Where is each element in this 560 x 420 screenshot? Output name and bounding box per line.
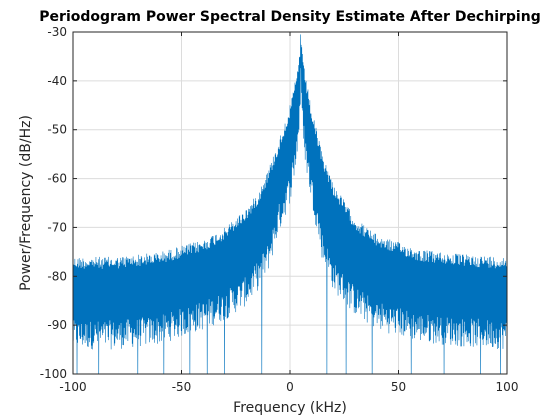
axis-ticks: -100 -50 0 50 100 -100 -90 -80 -70 -60 -50 -40 -30: [40, 25, 519, 394]
y-tick-label: -40: [47, 74, 67, 88]
y-tick-label: -90: [47, 318, 67, 332]
y-tick-label: -50: [47, 123, 67, 137]
x-tick-label: 50: [391, 380, 406, 394]
x-tick-label: -100: [59, 380, 86, 394]
y-tick-label: -60: [47, 172, 67, 186]
y-tick-label: -30: [47, 25, 67, 39]
y-tick-label: -70: [47, 220, 67, 234]
x-tick-label: 0: [286, 380, 294, 394]
chart-title: Periodogram Power Spectral Density Estim…: [39, 9, 540, 25]
x-axis-label: Frequency (kHz): [233, 400, 347, 416]
y-tick-label: -80: [47, 269, 67, 283]
x-tick-label: 100: [496, 380, 519, 394]
y-axis-label: Power/Frequency (dB/Hz): [18, 115, 34, 291]
x-tick-label: -50: [172, 380, 192, 394]
y-tick-label: -100: [40, 367, 67, 381]
psd-series: [73, 34, 507, 374]
psd-line: [73, 34, 507, 374]
